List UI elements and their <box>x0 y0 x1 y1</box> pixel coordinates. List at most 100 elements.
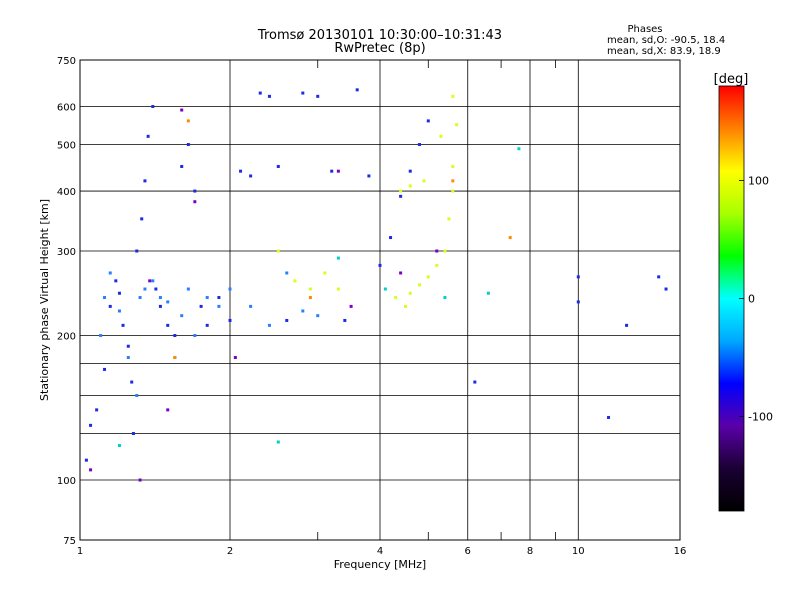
data-point <box>443 249 447 253</box>
y-tick-label: 600 <box>57 103 76 114</box>
data-point <box>135 249 139 253</box>
colorbar-label: [deg] <box>714 72 749 87</box>
data-point <box>664 287 668 291</box>
data-point <box>126 344 130 348</box>
data-point <box>154 287 158 291</box>
data-point <box>228 287 232 291</box>
data-point <box>408 184 412 188</box>
data-point <box>217 304 221 308</box>
data-point <box>193 334 197 338</box>
data-point <box>301 309 305 313</box>
data-point <box>158 304 162 308</box>
data-point <box>143 179 147 183</box>
data-point <box>131 432 135 436</box>
data-point <box>151 105 155 109</box>
data-point <box>399 271 403 275</box>
data-point <box>193 200 197 204</box>
data-point <box>173 334 177 338</box>
data-point <box>217 296 221 300</box>
data-point <box>517 147 521 151</box>
data-point <box>308 287 312 291</box>
colorbar-tick-label: 100 <box>748 174 769 187</box>
data-point <box>249 304 253 308</box>
data-point <box>89 423 93 427</box>
data-point <box>117 291 121 295</box>
data-point <box>316 314 320 318</box>
colorbar-ticks: 100 0 -100 <box>739 174 773 424</box>
y-tick-label: 500 <box>57 141 76 152</box>
data-point <box>285 318 289 322</box>
data-point <box>336 256 340 260</box>
data-point <box>417 143 421 147</box>
chart-subtitle: RwPretec (8p) <box>334 41 425 56</box>
data-point <box>426 119 430 123</box>
data-point <box>399 194 403 198</box>
x-tick-label: 4 <box>377 546 383 557</box>
y-axis-ticks: 75 100 200 300 400 500 600 750 <box>57 56 76 547</box>
data-point <box>138 478 142 482</box>
data-point <box>126 355 130 359</box>
data-point <box>378 263 382 267</box>
data-point <box>166 300 170 304</box>
colorbar-tick-label: -100 <box>748 411 773 424</box>
data-point <box>293 279 297 283</box>
grid-lines <box>80 60 680 540</box>
data-point <box>486 291 490 295</box>
data-point <box>199 304 203 308</box>
data-point <box>276 164 280 168</box>
data-point <box>233 355 237 359</box>
x-axis-ticks: 1 2 4 6 8 10 16 <box>77 60 686 557</box>
data-point <box>186 143 190 147</box>
colorbar-tick-label: 0 <box>748 293 755 306</box>
data-point <box>323 271 327 275</box>
data-point <box>455 123 459 127</box>
data-point <box>103 367 107 371</box>
data-point <box>451 179 455 183</box>
data-point <box>451 164 455 168</box>
data-point <box>108 304 112 308</box>
data-point <box>316 94 320 98</box>
data-point <box>349 304 353 308</box>
data-point <box>114 279 118 283</box>
y-tick-label: 100 <box>57 476 76 487</box>
data-point <box>108 271 112 275</box>
data-point <box>408 291 412 295</box>
y-axis-label: Stationary phase Virtual Height [km] <box>38 199 51 401</box>
data-point <box>625 323 629 327</box>
data-point <box>117 444 121 448</box>
data-point <box>447 217 451 221</box>
data-point <box>151 279 155 283</box>
x-axis-label: Frequency [MHz] <box>334 558 426 571</box>
phase-line-x: mean, sd,X: 83.9, 18.9 <box>607 46 721 57</box>
data-point <box>135 394 139 398</box>
data-point <box>228 318 232 322</box>
data-point <box>193 189 197 193</box>
data-point <box>205 323 209 327</box>
x-tick-label: 2 <box>227 546 233 557</box>
data-point <box>473 380 477 384</box>
data-point <box>301 91 305 95</box>
x-tick-label: 10 <box>572 546 585 557</box>
data-point <box>95 408 99 412</box>
x-tick-label: 6 <box>465 546 471 557</box>
data-point <box>435 263 439 267</box>
data-point <box>138 296 142 300</box>
data-point <box>180 314 184 318</box>
data-point <box>140 217 144 221</box>
data-point <box>143 287 147 291</box>
data-point <box>267 94 271 98</box>
data-point <box>258 91 262 95</box>
data-point <box>343 318 347 322</box>
data-point <box>276 440 280 444</box>
data-point <box>576 275 580 279</box>
data-point <box>166 408 170 412</box>
phase-info-box: Phases mean, sd,O: -90.5, 18.4 mean, sd,… <box>607 24 725 57</box>
data-point <box>84 458 88 462</box>
data-point <box>336 287 340 291</box>
data-point <box>186 119 190 123</box>
data-point <box>205 296 209 300</box>
data-point <box>173 355 177 359</box>
data-point <box>239 169 243 173</box>
data-point <box>308 296 312 300</box>
